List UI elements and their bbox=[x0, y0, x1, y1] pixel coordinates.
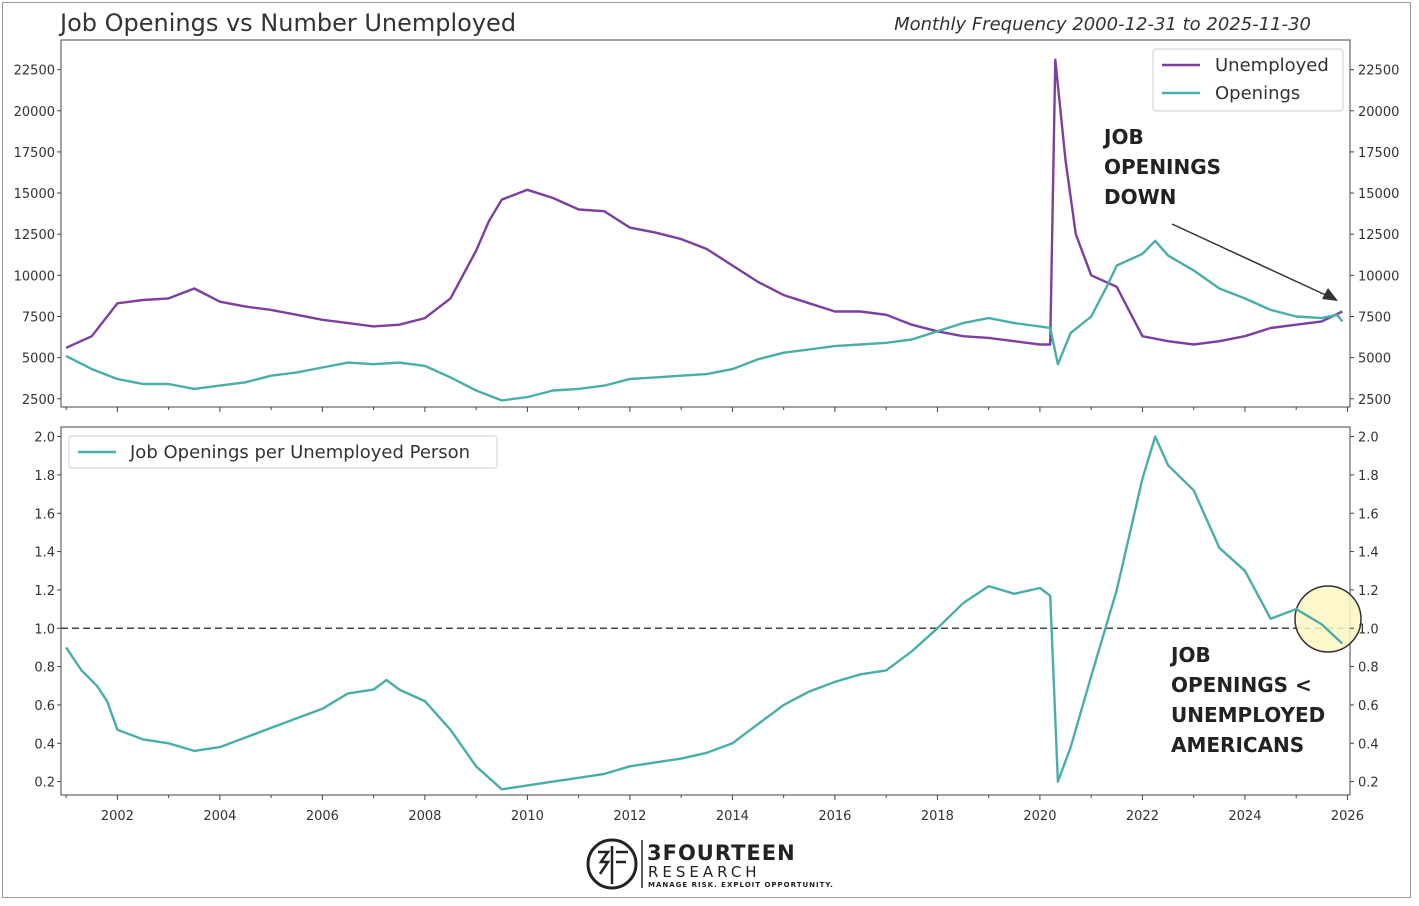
xtick-label: 2018 bbox=[921, 809, 954, 824]
bottom-ytick-left-label: 1.2 bbox=[34, 584, 55, 599]
top-panel: 2500 2500 5000 5000 7500 7500 10000 10000 12500 1… bbox=[14, 39, 1399, 412]
top-ytick-left-label: 17500 bbox=[14, 146, 55, 161]
bottom-ytick-right-label: 1.8 bbox=[1358, 469, 1379, 484]
bottom-ytick-left-label: 1.6 bbox=[34, 507, 55, 522]
top-ytick-left-label: 5000 bbox=[22, 352, 55, 367]
legend-unemployed-label: Unemployed bbox=[1215, 55, 1329, 76]
bottom-ytick-left-label: 0.6 bbox=[34, 699, 55, 714]
xtick-label: 2002 bbox=[101, 809, 134, 824]
logo-three-glyph bbox=[598, 850, 611, 875]
bottom-ytick-right-label: 0.2 bbox=[1358, 776, 1379, 791]
annotation-top-line-3: DOWN bbox=[1104, 185, 1176, 209]
xtick-label: 2022 bbox=[1126, 809, 1159, 824]
bottom-ytick-right-label: 1.4 bbox=[1358, 546, 1379, 561]
bottom-ytick-right-label: 0.4 bbox=[1358, 737, 1379, 752]
bottom-ytick-left-label: 0.4 bbox=[34, 737, 55, 752]
top-annotation: JOB OPENINGS DOWN bbox=[1102, 125, 1338, 301]
bottom-ytick-left-label: 1.8 bbox=[34, 469, 55, 484]
bottom-panel: 0.2 0.2 0.4 0.4 0.6 0.6 0.8 0.8 1.0 1.0 1.2 1.2 1.4 1… bbox=[34, 426, 1379, 824]
bottom-panel-frame bbox=[60, 426, 1351, 796]
bottom-ytick-left-label: 0.2 bbox=[34, 776, 55, 791]
legend-openings-label: Openings bbox=[1215, 83, 1300, 104]
bottom-ytick-left-label: 1.4 bbox=[34, 546, 55, 561]
chart-title: Job Openings vs Number Unemployed bbox=[58, 9, 516, 37]
company-logo: 3FOURTEEN RESEARCH MANAGE RISK. EXPLOIT … bbox=[586, 838, 834, 890]
top-ytick-right-label: 2500 bbox=[1358, 393, 1391, 408]
top-ytick-right-label: 10000 bbox=[1358, 269, 1399, 284]
annotation-bottom-line-3: UNEMPLOYED bbox=[1171, 703, 1325, 727]
xtick-label: 2026 bbox=[1331, 809, 1364, 824]
top-panel-frame bbox=[60, 39, 1351, 408]
bottom-ytick-right-label: 1.6 bbox=[1358, 507, 1379, 522]
series-line-job-openings-per-unemployed-person bbox=[65, 435, 1344, 791]
legend-ratio-label: Job Openings per Unemployed Person bbox=[129, 442, 470, 463]
annotation-top-line-2: OPENINGS bbox=[1104, 155, 1221, 179]
bottom-ytick-right-label: 0.6 bbox=[1358, 699, 1379, 714]
top-ytick-left-label: 7500 bbox=[22, 310, 55, 325]
annotation-arrow-shaft bbox=[1171, 223, 1331, 298]
top-ytick-left-label: 20000 bbox=[14, 105, 55, 120]
annotation-arrow-head bbox=[1322, 288, 1338, 301]
logo-circle-icon bbox=[586, 838, 638, 890]
top-ytick-right-label: 20000 bbox=[1358, 105, 1399, 120]
logo-f-glyph bbox=[616, 850, 628, 864]
chart-subtitle: Monthly Frequency 2000-12-31 to 2025-11-… bbox=[894, 14, 1311, 35]
annotation-bottom-line-4: AMERICANS bbox=[1171, 733, 1304, 757]
xtick-label: 2012 bbox=[613, 809, 646, 824]
top-ytick-right-label: 5000 bbox=[1358, 352, 1391, 367]
bottom-ytick-right-label: 1.2 bbox=[1358, 584, 1379, 599]
xtick-label: 2016 bbox=[818, 809, 851, 824]
series-line-unemployed bbox=[65, 58, 1343, 349]
top-legend: Unemployed Openings bbox=[1152, 48, 1344, 112]
top-ytick-left-label: 15000 bbox=[14, 187, 55, 202]
annotation-top-line-1: JOB bbox=[1102, 125, 1144, 149]
top-legend-box bbox=[1152, 48, 1344, 112]
highlight-circle bbox=[1294, 585, 1362, 653]
bottom-legend-box bbox=[68, 435, 498, 469]
series-line-openings bbox=[65, 239, 1344, 402]
top-ytick-left-label: 2500 bbox=[22, 393, 55, 408]
top-ytick-right-label: 15000 bbox=[1358, 187, 1399, 202]
annotation-bottom-line-2: OPENINGS < bbox=[1171, 673, 1312, 697]
xtick-label: 2014 bbox=[716, 809, 749, 824]
bottom-ytick-left-label: 0.8 bbox=[34, 661, 55, 676]
top-ytick-right-label: 7500 bbox=[1358, 310, 1391, 325]
bottom-annotation: JOB OPENINGS < UNEMPLOYED AMERICANS bbox=[1169, 643, 1325, 757]
top-ytick-right-label: 22500 bbox=[1358, 64, 1399, 79]
bottom-ytick-right-label: 0.8 bbox=[1358, 661, 1379, 676]
bottom-ytick-right-label: 2.0 bbox=[1358, 431, 1379, 446]
top-ytick-left-label: 10000 bbox=[14, 269, 55, 284]
logo-main-text: 3FOURTEEN bbox=[647, 841, 796, 865]
xtick-label: 2006 bbox=[306, 809, 339, 824]
bottom-ytick-left-label: 2.0 bbox=[34, 431, 55, 446]
bottom-ytick-right-label: 1.0 bbox=[1358, 622, 1379, 637]
xtick-label: 2020 bbox=[1023, 809, 1056, 824]
top-ytick-right-label: 12500 bbox=[1358, 228, 1399, 243]
logo-tagline: MANAGE RISK. EXPLOIT OPPORTUNITY. bbox=[648, 881, 834, 889]
xtick-label: 2008 bbox=[408, 809, 441, 824]
xtick-label: 2010 bbox=[511, 809, 544, 824]
bottom-ytick-left-label: 1.0 bbox=[34, 622, 55, 637]
bottom-legend: Job Openings per Unemployed Person bbox=[68, 435, 498, 469]
xtick-label: 2024 bbox=[1228, 809, 1261, 824]
top-ytick-right-label: 17500 bbox=[1358, 146, 1399, 161]
annotation-bottom-line-1: JOB bbox=[1169, 643, 1211, 667]
xtick-label: 2004 bbox=[203, 809, 236, 824]
top-ytick-left-label: 22500 bbox=[14, 64, 55, 79]
logo-sub-text: RESEARCH bbox=[648, 863, 761, 881]
top-ytick-left-label: 12500 bbox=[14, 228, 55, 243]
